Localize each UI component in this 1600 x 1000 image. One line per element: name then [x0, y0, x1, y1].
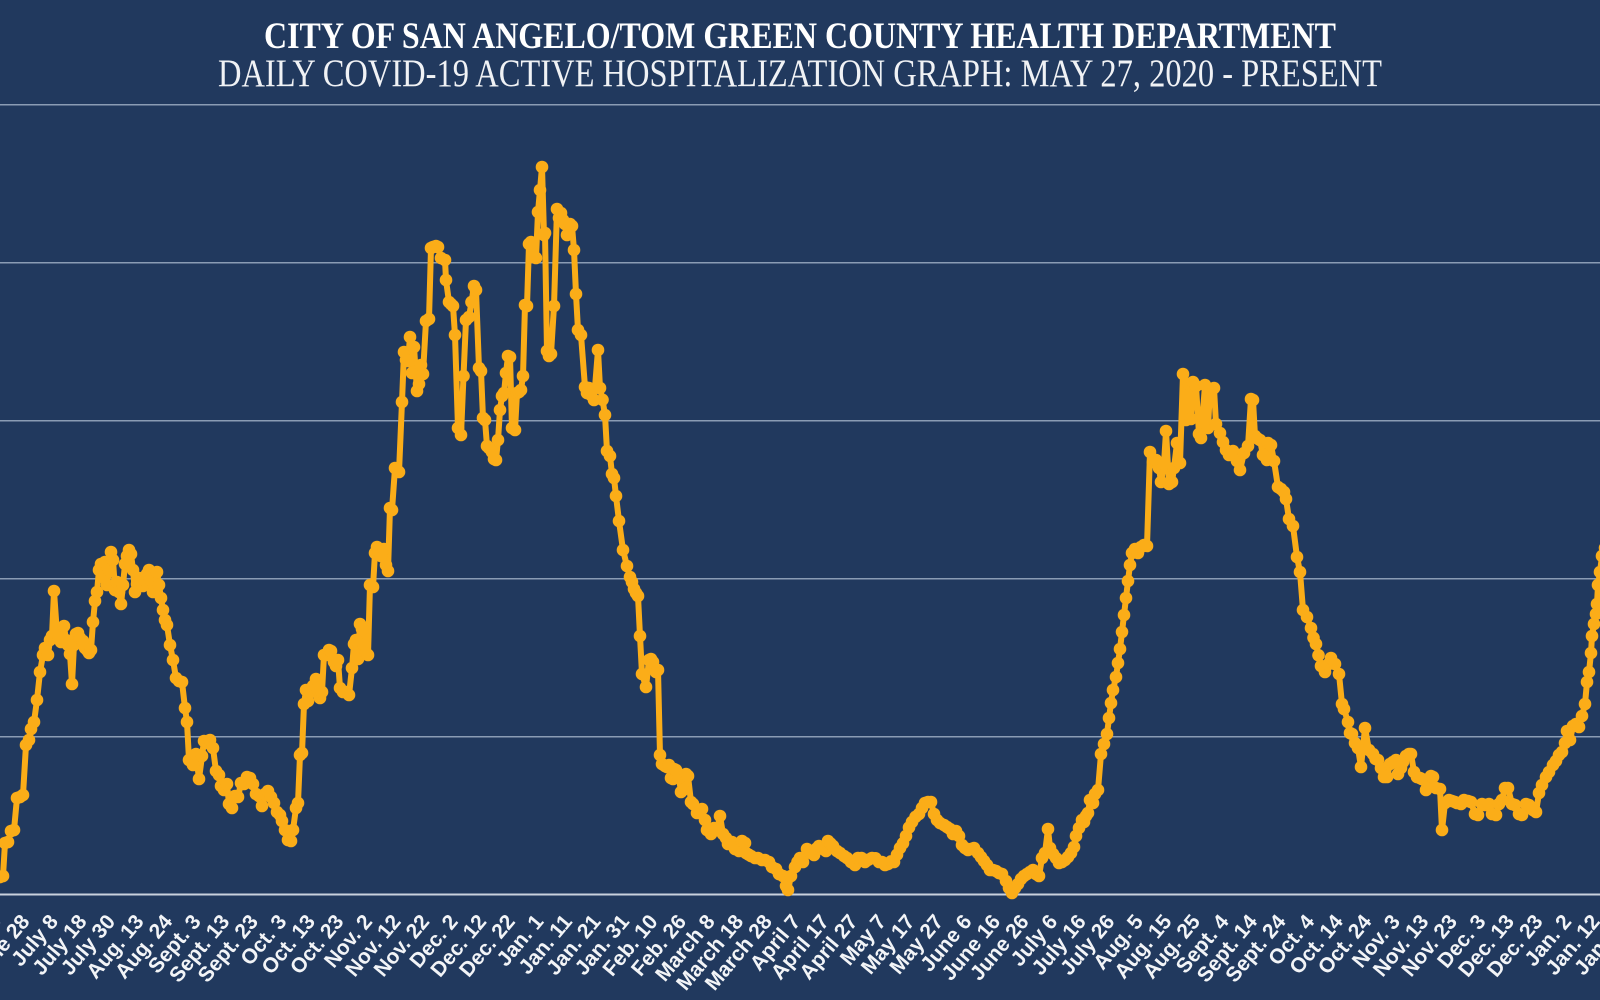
svg-text:CITY OF SAN ANGELO/TOM GREEN C: CITY OF SAN ANGELO/TOM GREEN COUNTY HEAL…	[264, 15, 1336, 56]
svg-text:DAILY COVID-19 ACTIVE HOSPITAL: DAILY COVID-19 ACTIVE HOSPITALIZATION GR…	[218, 52, 1382, 95]
